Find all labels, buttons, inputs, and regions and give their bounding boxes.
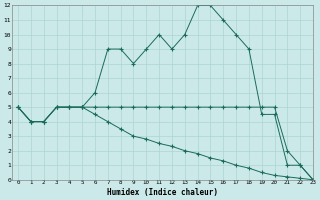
X-axis label: Humidex (Indice chaleur): Humidex (Indice chaleur) (107, 188, 218, 197)
